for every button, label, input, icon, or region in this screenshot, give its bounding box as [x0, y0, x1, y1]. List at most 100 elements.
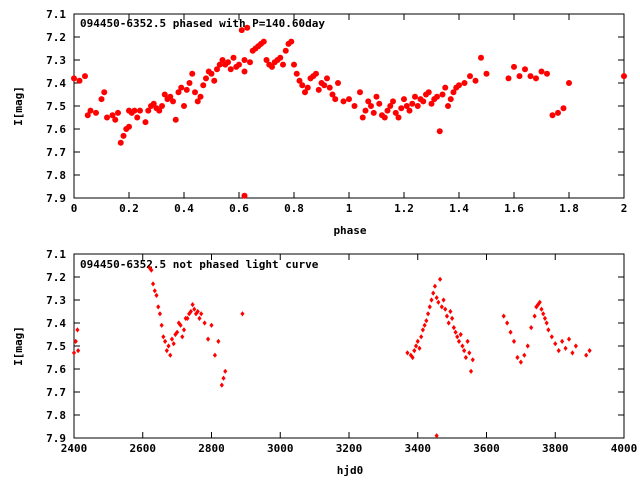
unphased-y-tick-label: 7.5	[46, 340, 66, 353]
unphased-data-point	[529, 325, 534, 331]
phased-data-point	[538, 68, 545, 75]
phased-data-point	[442, 84, 449, 91]
phased-data-point	[241, 68, 248, 75]
phased-data-point	[425, 89, 432, 96]
phased-data-point	[296, 77, 303, 84]
unphased-x-tick-label: 2400	[61, 442, 88, 455]
phased-data-point	[434, 93, 440, 100]
phased-data-point	[376, 100, 383, 107]
phased-data-point	[384, 107, 391, 114]
unphased-data-point	[560, 338, 565, 344]
phased-data-point	[172, 116, 179, 123]
phased-data-point	[395, 114, 402, 121]
unphased-data-point	[535, 302, 541, 308]
phased-axis-ticks: 0 0.2 0.4 0.6 0.8 1 1.2 1.4 1.6 1.8 2 7.1 7.2 7.3 7.4 7…	[46, 8, 627, 215]
phased-data-point	[351, 103, 358, 109]
unphased-data-point	[169, 336, 175, 342]
phased-data-point	[178, 84, 185, 91]
phased-x-tick-label: 1.8	[559, 202, 579, 215]
unphased-data-point	[178, 322, 183, 328]
unphased-data-point	[441, 297, 446, 303]
phased-data-point	[390, 98, 396, 105]
unphased-data-point	[511, 338, 517, 344]
phased-data-point	[461, 80, 468, 86]
unphased-data-point	[410, 354, 415, 361]
phased-data-point	[167, 93, 174, 100]
unphased-data-point	[420, 327, 425, 333]
phased-data-point	[401, 96, 407, 103]
unphased-data-point	[563, 345, 568, 351]
phased-data-point	[269, 63, 275, 70]
unphased-data-point	[412, 348, 417, 354]
unphased-data-point	[205, 336, 211, 342]
phased-data-point	[288, 38, 295, 45]
phased-data-point	[304, 84, 311, 91]
unphased-data-point	[161, 334, 166, 340]
phased-data-point	[211, 77, 218, 84]
unphased-data-point	[190, 302, 195, 308]
phased-y-tick-label: 7.1	[46, 8, 66, 21]
phased-data-point	[203, 75, 209, 82]
unphased-data-point	[463, 354, 468, 361]
unphased-data-points	[71, 265, 592, 439]
phased-data-points	[71, 24, 627, 199]
unphased-data-point	[187, 311, 192, 317]
phased-data-point	[120, 132, 127, 139]
phased-data-point	[263, 57, 270, 63]
unphased-data-point	[193, 311, 199, 317]
unphased-data-point	[501, 313, 506, 319]
phased-data-point	[181, 103, 187, 109]
unphased-data-point	[159, 322, 164, 328]
phased-data-point	[159, 103, 165, 109]
phased-x-tick-label: 1.6	[504, 202, 524, 215]
phased-data-point	[335, 80, 341, 86]
phased-data-point	[101, 89, 108, 96]
unphased-data-point	[75, 327, 80, 333]
phased-data-point	[544, 70, 550, 77]
unphased-data-point	[71, 350, 77, 356]
phased-data-point	[87, 107, 94, 114]
unphased-data-point	[149, 267, 154, 273]
unphased-data-point	[180, 334, 185, 340]
phased-data-point	[324, 75, 330, 82]
phased-data-point	[131, 107, 138, 114]
phased-data-point	[175, 89, 182, 96]
phased-plot-title: 094450-6352.5 phased with P=140.60day	[80, 17, 325, 30]
phased-data-point	[445, 103, 451, 109]
phased-data-point	[84, 112, 91, 119]
phased-data-point	[76, 77, 83, 84]
phased-data-point	[156, 107, 163, 114]
phased-data-point	[183, 86, 190, 93]
unphased-data-point	[456, 338, 462, 344]
phased-data-point	[357, 89, 363, 96]
unphased-x-tick-label: 4000	[611, 442, 638, 455]
unphased-x-tick-label: 3000	[267, 442, 294, 455]
unphased-data-point	[76, 348, 81, 354]
unphased-data-point	[157, 311, 163, 317]
unphased-data-point	[223, 368, 228, 374]
unphased-data-point	[534, 304, 539, 310]
unphased-data-point	[221, 375, 226, 381]
phased-data-point	[291, 61, 297, 68]
unphased-data-point	[424, 318, 429, 324]
phased-data-point	[277, 54, 284, 61]
unphased-x-tick-label: 2600	[130, 442, 157, 455]
unphased-data-point	[427, 304, 432, 310]
phased-data-point	[230, 54, 237, 61]
unphased-y-tick-label: 7.6	[46, 363, 66, 376]
phased-data-point	[236, 61, 242, 68]
unphased-data-point	[154, 292, 159, 298]
unphased-y-tick-label: 7.4	[46, 317, 66, 330]
unphased-data-point	[443, 306, 448, 312]
unphased-data-point	[434, 433, 439, 439]
unphased-data-point	[422, 322, 427, 328]
phased-panel: 094450-6352.5 phased with P=140.60day ph…	[12, 8, 627, 237]
unphased-x-axis-label: hjd0	[337, 464, 364, 477]
phased-data-point	[412, 93, 418, 100]
unphased-data-point	[566, 336, 572, 342]
unphased-data-point	[584, 352, 589, 358]
unphased-data-point	[188, 308, 193, 315]
phased-data-point	[214, 66, 220, 73]
unphased-data-point	[468, 368, 474, 374]
phased-x-tick-label: 0.4	[174, 202, 194, 215]
